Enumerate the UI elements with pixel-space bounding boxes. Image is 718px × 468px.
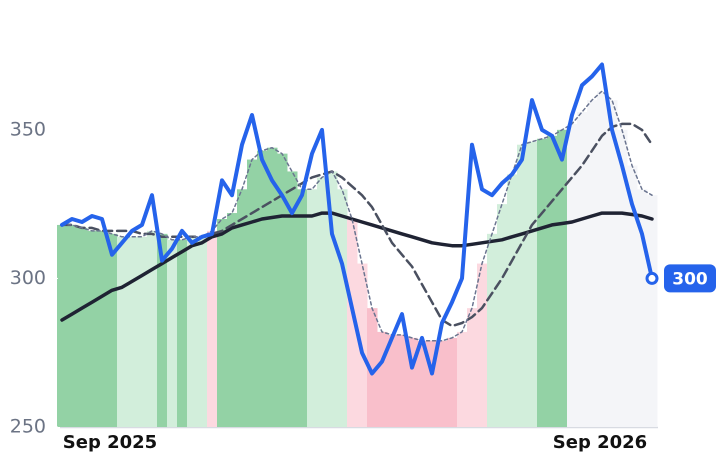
band-bar xyxy=(417,340,428,427)
y-tick-label: 250 xyxy=(10,416,46,438)
band-bar xyxy=(247,159,258,428)
band-bar xyxy=(307,189,318,427)
band-bar xyxy=(537,138,548,427)
band-bar xyxy=(587,100,598,428)
band-bar xyxy=(387,334,398,427)
band-bar xyxy=(167,239,178,427)
last-point xyxy=(645,271,659,285)
band-bar xyxy=(367,308,378,427)
band-bar xyxy=(427,340,438,427)
band-bar xyxy=(197,236,208,427)
band-bar xyxy=(217,219,228,427)
band-bar xyxy=(147,230,158,427)
band-bar xyxy=(497,204,508,427)
band-bar xyxy=(407,337,418,427)
band-bar xyxy=(637,189,648,427)
band-bar xyxy=(287,171,298,427)
line-series xyxy=(60,211,654,322)
band-bar xyxy=(277,153,288,427)
band-bar xyxy=(227,213,238,427)
band-bar xyxy=(237,189,248,427)
lines xyxy=(60,62,654,376)
band-bar xyxy=(627,165,638,427)
band-bar xyxy=(547,135,558,428)
band-bar xyxy=(557,129,568,427)
y-tick-label: 300 xyxy=(10,267,46,289)
band-bar xyxy=(257,150,268,427)
band-bar xyxy=(617,129,628,427)
band-bar xyxy=(137,236,148,427)
band-bar xyxy=(317,177,328,427)
band-bar xyxy=(187,236,198,427)
band-bar xyxy=(347,219,358,427)
line-series xyxy=(60,62,654,376)
band-bar xyxy=(457,331,468,427)
x-tick-label: Sep 2025 xyxy=(63,432,157,453)
band-bar xyxy=(607,100,618,428)
band-bar xyxy=(467,308,478,427)
band-bar xyxy=(207,230,218,427)
band-bar xyxy=(397,334,408,427)
band-bar xyxy=(337,189,348,427)
band-bar xyxy=(477,263,488,427)
band-bar xyxy=(97,230,108,427)
band-bar xyxy=(507,174,518,427)
band-bar xyxy=(377,331,388,427)
band-bar xyxy=(577,112,588,428)
band-bar xyxy=(437,340,448,427)
band-bar xyxy=(567,123,578,428)
last-value-label: 300 xyxy=(672,269,708,289)
band-bar xyxy=(647,195,658,427)
band-bar xyxy=(177,239,188,427)
band-bar xyxy=(297,189,308,427)
last-value-badge xyxy=(664,264,716,293)
band-bar xyxy=(487,233,498,427)
x-tick-label: Sep 2026 xyxy=(553,432,647,453)
band-bar xyxy=(447,337,458,427)
band-bar xyxy=(77,227,88,427)
line-series xyxy=(60,122,654,328)
band-bar xyxy=(597,91,608,427)
band-bar xyxy=(117,236,128,427)
band-bar xyxy=(107,233,118,427)
band-bar xyxy=(57,224,68,427)
band-bar xyxy=(67,224,78,427)
y-tick-label: 350 xyxy=(10,118,46,140)
band-bar xyxy=(87,230,98,427)
band-bar xyxy=(327,171,338,427)
band-bar xyxy=(527,141,538,427)
band-bar xyxy=(127,236,138,427)
band-bar xyxy=(157,233,168,427)
band-bar xyxy=(267,147,278,427)
band-bar xyxy=(517,144,528,427)
